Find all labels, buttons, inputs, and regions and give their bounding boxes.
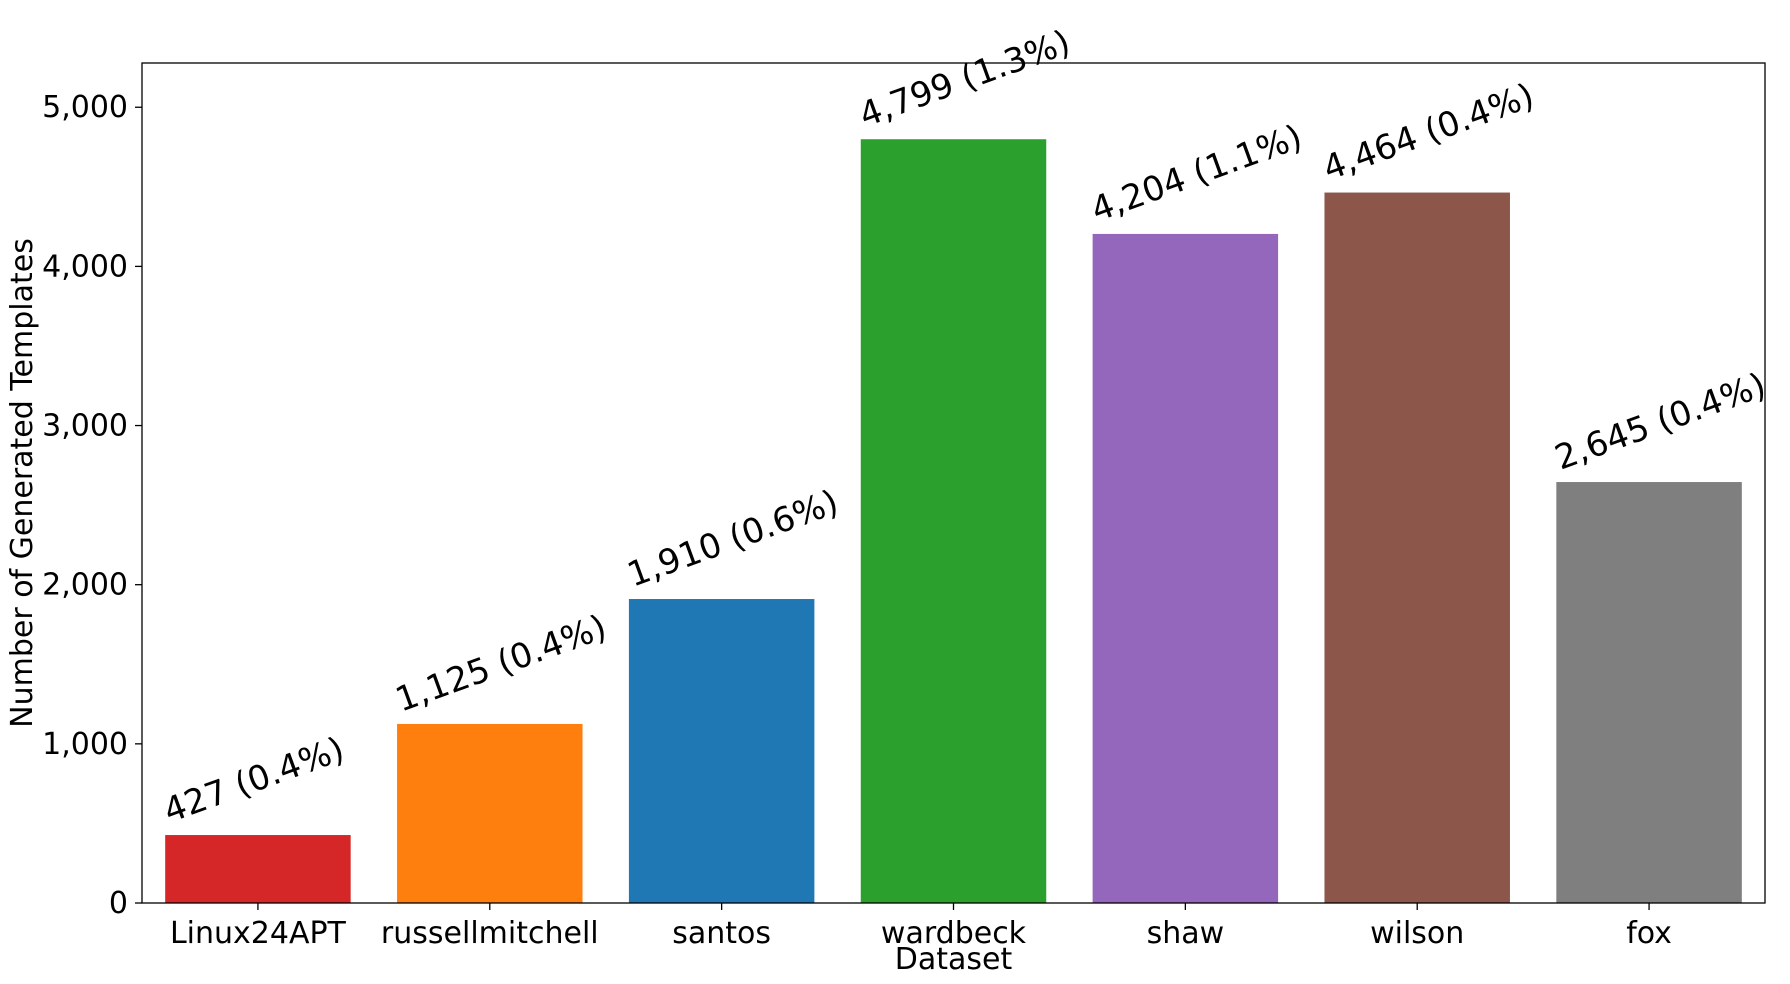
y-axis: 0 1,000 2,000 3,000 4,000 5,000 [42, 90, 142, 921]
y-axis-title: Number of Generated Templates [5, 238, 40, 728]
bar-shaw [1092, 233, 1279, 904]
y-tick-label-0: 0 [109, 886, 128, 921]
data-label-shaw: 4,204 (1.1%) [1086, 117, 1307, 230]
x-tick-label-Linux24APT: Linux24APT [170, 916, 347, 951]
x-tick-label-shaw: shaw [1147, 916, 1225, 951]
bar-Linux24APT [165, 835, 351, 903]
bars-group [165, 139, 1742, 904]
y-tick-label-5000: 5,000 [42, 90, 128, 125]
data-label-santos: 1,910 (0.6%) [622, 482, 843, 595]
x-tick-label-santos: santos [672, 916, 771, 951]
x-tick-label-wilson: wilson [1370, 916, 1464, 951]
bar-russellmitchell [397, 723, 583, 903]
x-axis-title: Dataset [895, 942, 1013, 977]
bar-santos [628, 599, 815, 903]
y-tick-label-1000: 1,000 [42, 727, 128, 762]
data-label-wardbeck: 4,799 (1.3%) [854, 22, 1075, 135]
bar-wilson [1324, 192, 1510, 903]
x-tick-label-russellmitchell: russellmitchell [381, 916, 599, 951]
y-tick-label-3000: 3,000 [42, 409, 128, 444]
y-tick-label-4000: 4,000 [42, 249, 128, 284]
data-label-fox: 2,645 (0.4%) [1550, 365, 1771, 478]
data-label-wilson: 4,464 (0.4%) [1318, 76, 1539, 189]
x-axis: Linux24APT russellmitchell santos wardbeck s… [170, 903, 1672, 951]
bar-wardbeck [860, 139, 1047, 904]
x-tick-label-wardbeck: wardbeck [881, 916, 1027, 951]
data-label-russellmitchell: 1,125 (0.4%) [390, 607, 611, 720]
x-tick-label-fox: fox [1626, 916, 1672, 951]
bar-fox [1556, 482, 1742, 903]
data-label-Linux24APT: 427 (0.4%) [159, 729, 350, 831]
y-tick-label-2000: 2,000 [42, 568, 128, 603]
